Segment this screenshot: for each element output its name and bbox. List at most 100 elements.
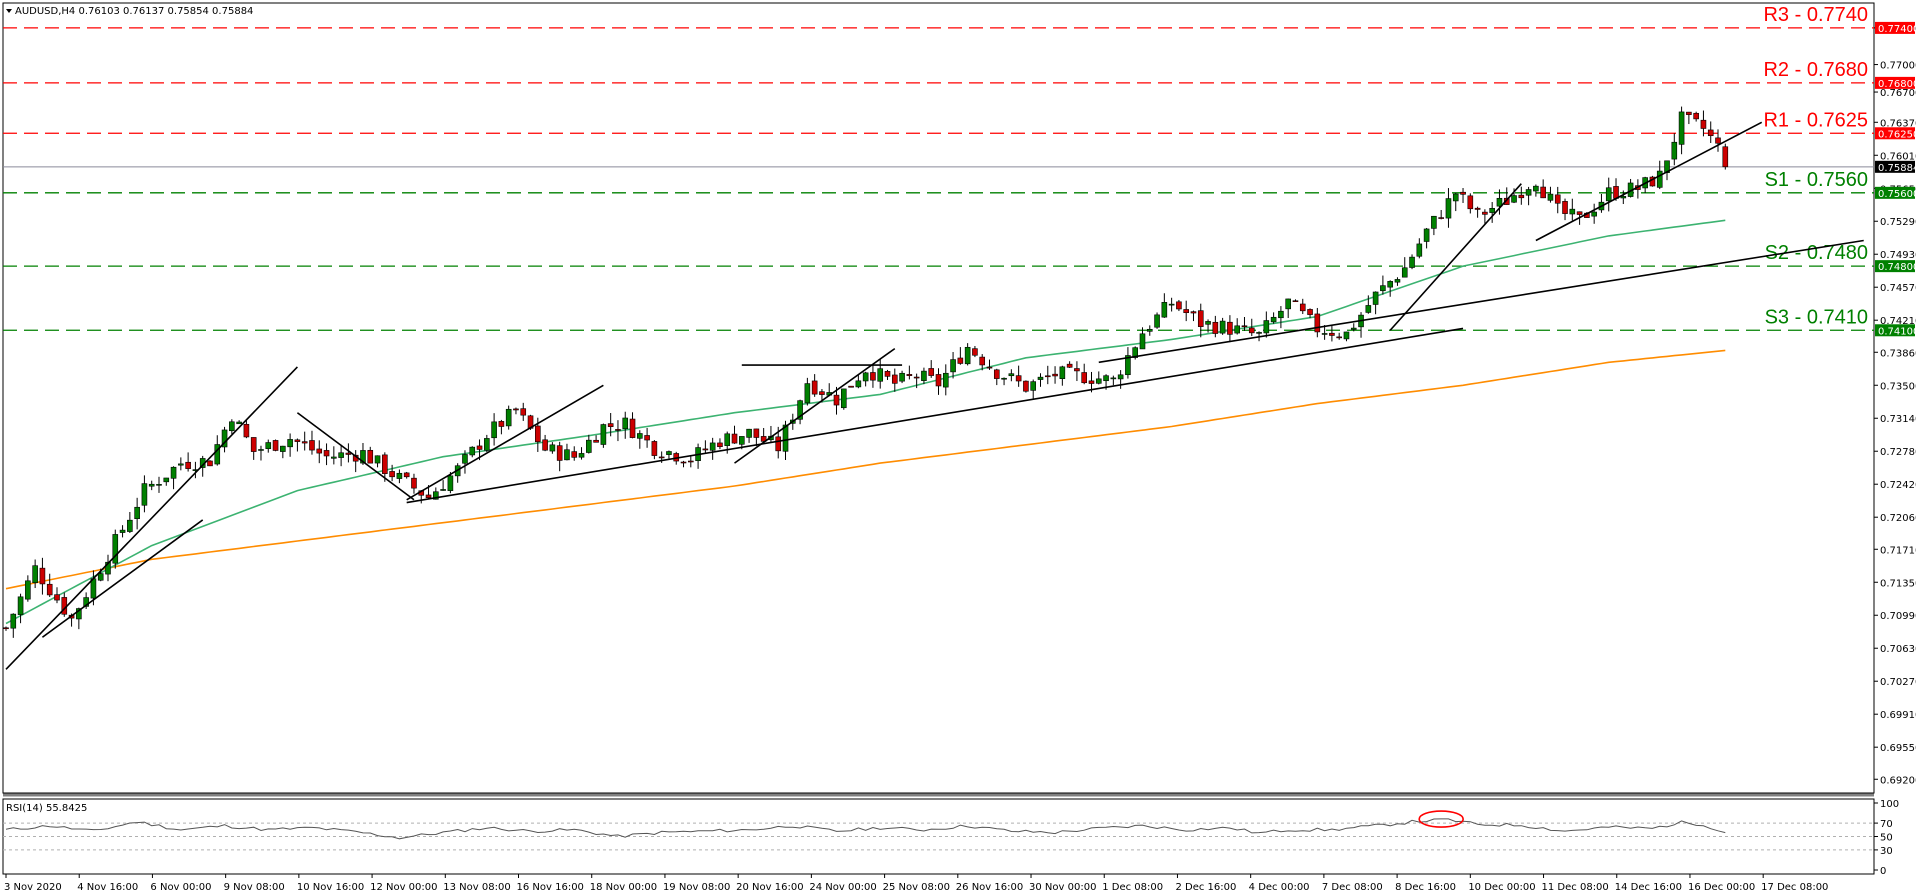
candle-body (1008, 373, 1015, 377)
candle-body (862, 372, 869, 382)
trend-line (296, 412, 415, 501)
candle-body (717, 442, 723, 448)
candle-body (1081, 372, 1088, 384)
candle-body (731, 433, 738, 444)
candle-body (367, 449, 374, 464)
trend-line (1389, 183, 1522, 331)
candle-body (10, 613, 17, 629)
candle-body (360, 450, 366, 464)
x-tick-label: 4 Dec 00:00 (1249, 882, 1310, 893)
candle-body (702, 448, 709, 451)
candle-body (1387, 281, 1393, 288)
candle-body (1445, 198, 1452, 219)
candle-body (564, 449, 570, 461)
candle-body (505, 408, 512, 427)
moving-average-orange (5, 349, 1726, 590)
x-tick-label: 17 Dec 08:00 (1761, 882, 1828, 893)
candle-body (54, 594, 60, 601)
candle-body (1139, 333, 1146, 350)
rsi-plot-frame (2, 798, 1875, 875)
candle-body (520, 408, 527, 416)
candle-body (287, 439, 293, 448)
x-tick-label: 2 Dec 16:00 (1175, 882, 1236, 893)
candle-body (301, 441, 308, 444)
candle-body (447, 475, 454, 491)
candle-body (1401, 267, 1408, 278)
candle-body (870, 372, 876, 381)
candle-body (1496, 197, 1503, 207)
candle-body (3, 627, 9, 630)
trend-line (1535, 121, 1763, 242)
candle-body (294, 439, 301, 442)
candle-body (243, 423, 250, 438)
candle-body (629, 418, 636, 438)
candle-body (1183, 309, 1189, 314)
candle-body (884, 371, 891, 377)
candle-body (163, 477, 170, 483)
level-label: S2 - 0.7480 (1765, 242, 1868, 264)
candle-body (833, 394, 840, 406)
candle-body (1132, 347, 1138, 358)
candle-body (1569, 208, 1576, 215)
x-tick-label: 30 Nov 00:00 (1029, 882, 1096, 893)
rsi-tick-label: 30 (1880, 846, 1893, 857)
candle-body (775, 436, 782, 452)
level-label: R1 - 0.7625 (1763, 109, 1868, 131)
candle-body (236, 421, 242, 425)
candle-body (272, 440, 279, 451)
candle-body (1190, 311, 1197, 314)
rsi-tick-label: 70 (1880, 819, 1893, 830)
candle-body (1678, 111, 1685, 145)
candle-body (1052, 373, 1058, 377)
candle-body (1409, 256, 1415, 268)
x-tick-label: 26 Nov 16:00 (956, 882, 1023, 893)
candle-body (1423, 228, 1430, 242)
candle-body (1059, 366, 1066, 379)
candle-body (476, 445, 483, 450)
candle-body (1554, 194, 1561, 204)
candle-body (1117, 374, 1124, 380)
collapse-triangle-icon (6, 9, 12, 13)
candle-body (622, 417, 629, 430)
candle-body (1285, 298, 1291, 310)
candle-body (644, 435, 650, 441)
level-label: R3 - 0.7740 (1763, 4, 1868, 26)
candle-body (921, 370, 927, 381)
candle-body (1270, 316, 1277, 323)
candle-body (1066, 363, 1073, 368)
y-tick-label: 0.69200 (1880, 775, 1916, 786)
candle-body (280, 445, 286, 452)
candle-body (1168, 303, 1175, 306)
candle-body (950, 359, 956, 373)
level-price-tag (1875, 21, 1915, 34)
candle-body (1707, 129, 1714, 137)
candle-body (1533, 185, 1539, 192)
candle-body (906, 374, 913, 376)
candle-body (1547, 193, 1554, 201)
candle-body (1161, 302, 1168, 318)
candle-body (1394, 279, 1401, 283)
candle-body (1416, 243, 1423, 257)
trend-line (41, 519, 204, 638)
candle-body (1292, 300, 1299, 303)
candle-body (119, 529, 126, 533)
candle-body (935, 374, 942, 387)
trend-line (734, 347, 896, 464)
candle-body (1380, 285, 1386, 292)
level-label: R2 - 0.7680 (1763, 59, 1868, 81)
candle-body (1474, 207, 1481, 210)
x-tick-label: 12 Nov 00:00 (370, 882, 437, 893)
candle-body (46, 583, 53, 596)
level-price-tag-text: 0.74800 (1878, 262, 1916, 273)
